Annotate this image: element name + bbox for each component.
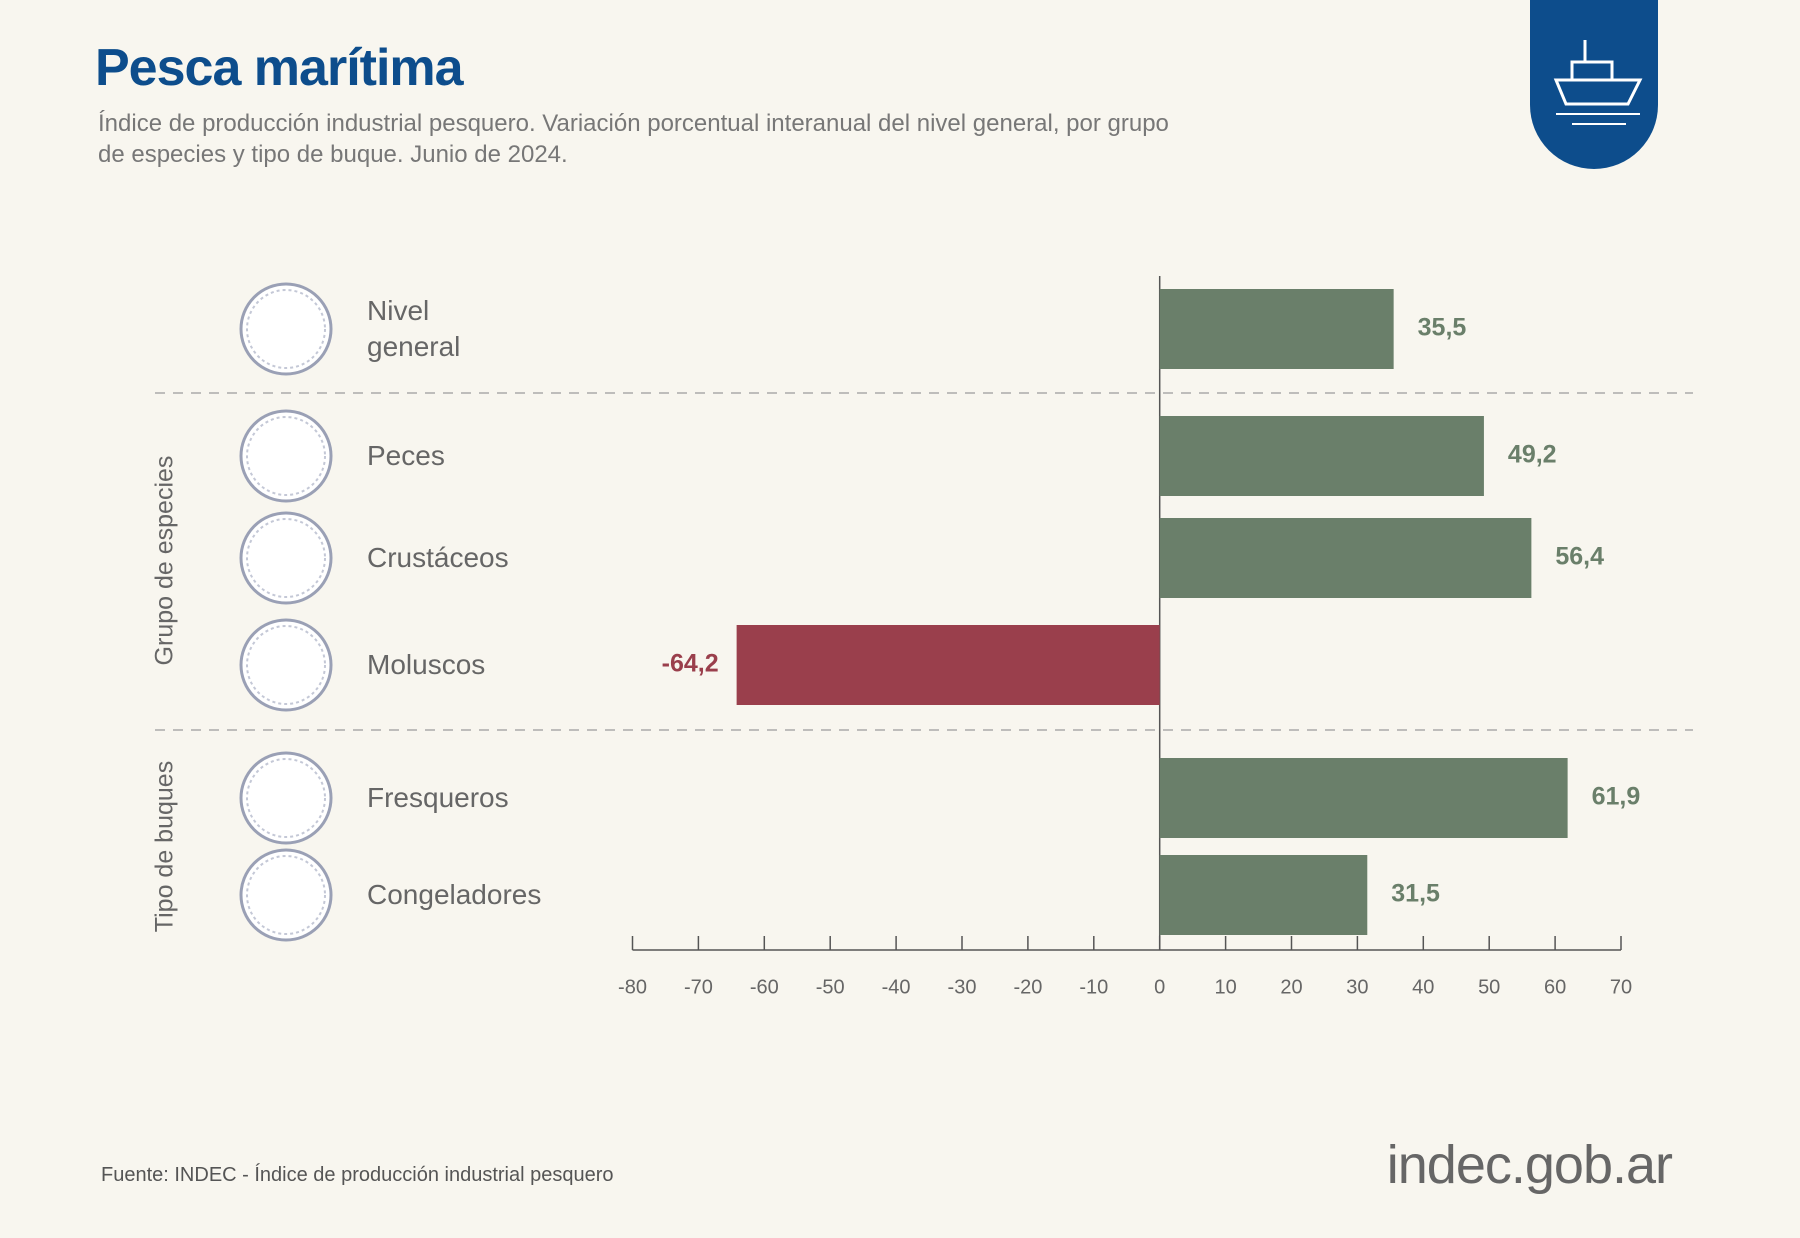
subtitle: Índice de producción industrial pesquero… — [98, 110, 1169, 168]
value-label: 56,4 — [1555, 543, 1604, 571]
badge — [1530, 0, 1658, 169]
title: Pesca marítima — [95, 39, 464, 97]
value-label: 35,5 — [1418, 314, 1467, 342]
category-label: Peces — [367, 440, 445, 471]
bar — [1159, 518, 1532, 598]
bar — [1159, 855, 1368, 935]
badge-boat — [1553, 40, 1643, 106]
category-icon — [239, 282, 333, 376]
category-icon — [239, 511, 333, 605]
category-icon — [239, 618, 333, 712]
group-label: Grupo de especies — [151, 456, 179, 666]
x-tick-label: -30 — [948, 976, 977, 998]
source: Fuente: INDEC - Índice de producción ind… — [101, 1164, 614, 1186]
bar — [1159, 416, 1484, 496]
category-icon-ring — [246, 855, 326, 935]
bar — [1159, 289, 1394, 369]
x-tick-label: -50 — [816, 976, 845, 998]
category-icon-ring — [246, 625, 326, 705]
group-label: Tipo de buques — [151, 761, 179, 932]
value-label: 61,9 — [1592, 783, 1641, 811]
category-icon — [239, 848, 333, 942]
x-tick-label: 60 — [1544, 976, 1566, 998]
x-tick-label: 0 — [1154, 976, 1165, 998]
x-tick-label: 70 — [1610, 976, 1632, 998]
x-tick-label: 30 — [1346, 976, 1368, 998]
x-tick-label: -10 — [1079, 976, 1108, 998]
category-icon — [239, 409, 333, 503]
category-icon — [239, 751, 333, 845]
category-icon-ring — [246, 758, 326, 838]
x-tick-label: 50 — [1478, 976, 1500, 998]
x-tick-label: 10 — [1214, 976, 1236, 998]
bar — [1159, 758, 1568, 838]
x-tick-label: 40 — [1412, 976, 1434, 998]
value-label: -64,2 — [662, 650, 719, 678]
bar — [736, 625, 1160, 705]
category-icon-ring — [246, 518, 326, 598]
x-tick-label: -70 — [684, 976, 713, 998]
x-tick-label: -80 — [618, 976, 647, 998]
badge-waves — [1556, 113, 1640, 125]
category-label: Nivel general — [367, 295, 461, 362]
category-label: Crustáceos — [367, 542, 509, 573]
x-tick-label: 20 — [1280, 976, 1302, 998]
x-tick-label: -60 — [750, 976, 779, 998]
x-tick-label: -40 — [882, 976, 911, 998]
category-label: Moluscos — [367, 649, 486, 680]
logo: indec.gob.ar — [1386, 1135, 1673, 1195]
category-icon-ring — [246, 416, 326, 496]
value-label: 49,2 — [1508, 441, 1557, 469]
value-label: 31,5 — [1391, 880, 1440, 908]
category-label: Fresqueros — [367, 782, 509, 813]
x-tick-label: -20 — [1013, 976, 1042, 998]
category-icon-ring — [246, 289, 326, 369]
category-label: Congeladores — [367, 879, 542, 910]
